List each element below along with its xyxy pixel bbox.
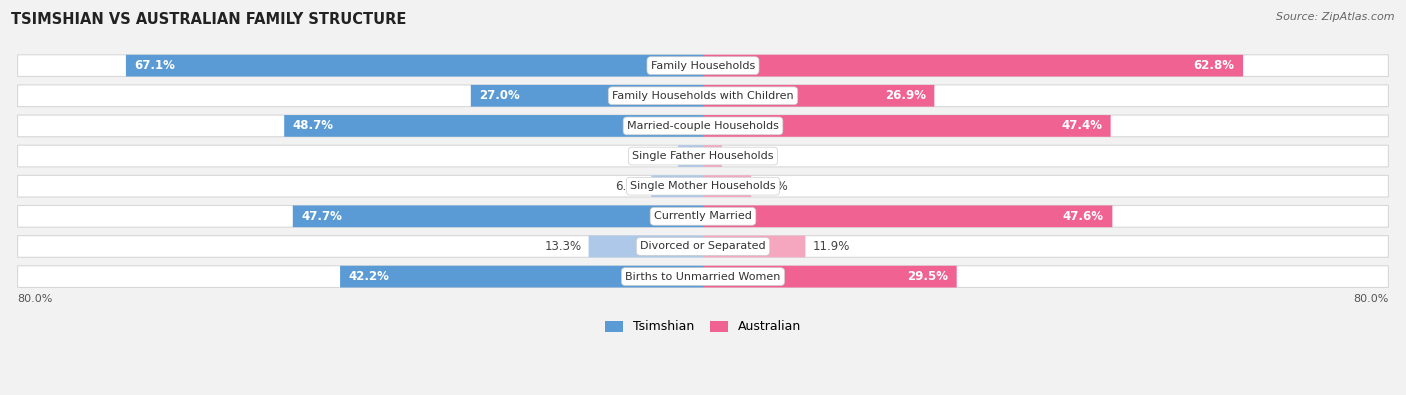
FancyBboxPatch shape (703, 266, 956, 288)
FancyBboxPatch shape (703, 175, 751, 197)
FancyBboxPatch shape (18, 175, 1388, 197)
Text: 5.6%: 5.6% (758, 180, 787, 193)
FancyBboxPatch shape (127, 55, 703, 77)
Text: 47.7%: 47.7% (301, 210, 342, 223)
FancyBboxPatch shape (703, 236, 806, 257)
FancyBboxPatch shape (18, 145, 1388, 167)
FancyBboxPatch shape (678, 145, 703, 167)
Text: 13.3%: 13.3% (544, 240, 582, 253)
FancyBboxPatch shape (18, 236, 1388, 257)
Text: 62.8%: 62.8% (1194, 59, 1234, 72)
FancyBboxPatch shape (703, 55, 1243, 77)
FancyBboxPatch shape (18, 266, 1388, 288)
Text: Single Mother Households: Single Mother Households (630, 181, 776, 191)
Text: 26.9%: 26.9% (884, 89, 925, 102)
Text: Single Father Households: Single Father Households (633, 151, 773, 161)
FancyBboxPatch shape (340, 266, 703, 288)
Text: 67.1%: 67.1% (135, 59, 176, 72)
Text: 80.0%: 80.0% (1353, 294, 1388, 304)
FancyBboxPatch shape (703, 205, 1112, 227)
Text: Births to Unmarried Women: Births to Unmarried Women (626, 272, 780, 282)
Text: Currently Married: Currently Married (654, 211, 752, 221)
FancyBboxPatch shape (651, 175, 703, 197)
FancyBboxPatch shape (703, 85, 935, 107)
Text: Divorced or Separated: Divorced or Separated (640, 241, 766, 252)
Text: 6.0%: 6.0% (614, 180, 644, 193)
Text: 47.4%: 47.4% (1062, 119, 1102, 132)
FancyBboxPatch shape (703, 145, 721, 167)
Text: 42.2%: 42.2% (349, 270, 389, 283)
Text: Family Households: Family Households (651, 60, 755, 71)
Text: 48.7%: 48.7% (292, 119, 333, 132)
Text: Family Households with Children: Family Households with Children (612, 91, 794, 101)
FancyBboxPatch shape (703, 115, 1111, 137)
FancyBboxPatch shape (471, 85, 703, 107)
Text: 27.0%: 27.0% (479, 89, 520, 102)
Legend: Tsimshian, Australian: Tsimshian, Australian (599, 316, 807, 339)
FancyBboxPatch shape (18, 115, 1388, 137)
FancyBboxPatch shape (18, 55, 1388, 77)
Text: Source: ZipAtlas.com: Source: ZipAtlas.com (1277, 12, 1395, 22)
Text: 29.5%: 29.5% (907, 270, 948, 283)
FancyBboxPatch shape (292, 205, 703, 227)
Text: TSIMSHIAN VS AUSTRALIAN FAMILY STRUCTURE: TSIMSHIAN VS AUSTRALIAN FAMILY STRUCTURE (11, 12, 406, 27)
Text: 2.2%: 2.2% (728, 150, 759, 163)
Text: 80.0%: 80.0% (18, 294, 53, 304)
Text: 47.6%: 47.6% (1063, 210, 1104, 223)
FancyBboxPatch shape (18, 205, 1388, 227)
FancyBboxPatch shape (284, 115, 703, 137)
Text: 11.9%: 11.9% (813, 240, 849, 253)
Text: 2.9%: 2.9% (641, 150, 671, 163)
FancyBboxPatch shape (18, 85, 1388, 107)
Text: Married-couple Households: Married-couple Households (627, 121, 779, 131)
FancyBboxPatch shape (589, 236, 703, 257)
